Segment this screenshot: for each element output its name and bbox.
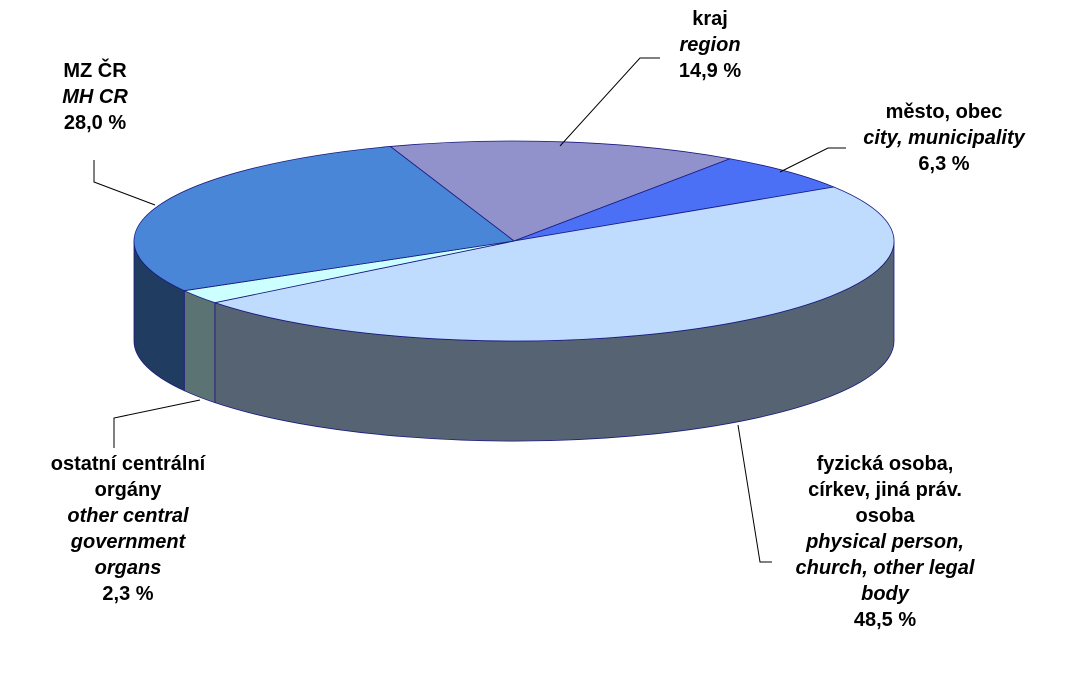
label-en: physical person, church, other legal bod…: [795, 531, 975, 605]
slice-side: [183, 290, 216, 404]
value-label: 14,9 %: [678, 60, 742, 82]
slice-label: kraj region 14,9 %: [620, 6, 800, 84]
slice-label: ostatní centrální orgány other central g…: [38, 451, 218, 607]
label-en: other central government organs: [67, 505, 189, 579]
slice-label: MZ ČR MH CR 28,0 %: [10, 58, 180, 136]
label-en: MH CR: [62, 86, 128, 108]
label-cz: MZ ČR: [63, 60, 127, 82]
leader-line: [737, 424, 772, 563]
label-cz: fyzická osoba, církev, jiná práv. osoba: [808, 453, 962, 527]
value-label: 2,3 %: [102, 583, 154, 605]
slice-top: [133, 146, 515, 292]
leader-line: [93, 160, 156, 206]
slice-top: [513, 158, 836, 242]
leader-line: [113, 399, 201, 448]
value-label: 28,0 %: [63, 112, 127, 134]
slice-label: město, obec city, municipality 6,3 %: [824, 99, 1064, 177]
label-en: region: [679, 34, 741, 56]
value-label: 48,5 %: [853, 609, 917, 631]
leader-line: [559, 57, 660, 147]
label-cz: město, obec: [885, 101, 1003, 123]
label-en: city, municipality: [863, 127, 1025, 149]
leader-line: [779, 147, 846, 173]
value-label: 6,3 %: [918, 153, 970, 175]
leader-lines: [93, 57, 846, 563]
label-cz: ostatní centrální orgány: [50, 453, 206, 501]
slice-label: fyzická osoba, církev, jiná práv. osoba …: [785, 451, 985, 633]
label-cz: kraj: [692, 8, 728, 30]
slice-top: [213, 186, 895, 342]
slice-top: [389, 140, 732, 242]
